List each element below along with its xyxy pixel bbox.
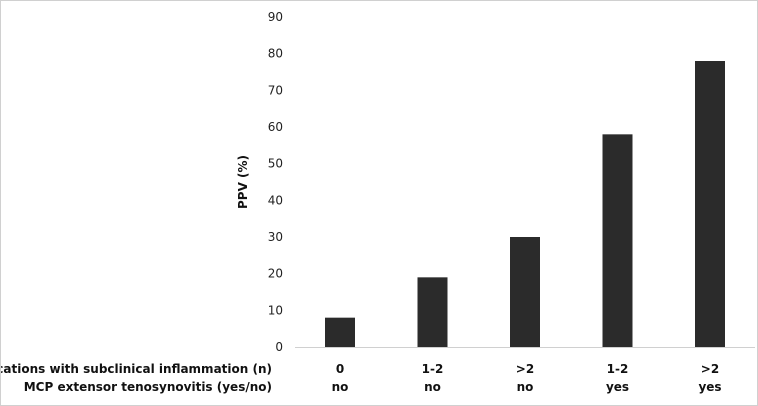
x-tick-label-row0-4: >2 bbox=[701, 362, 719, 376]
y-tick-label-30: 30 bbox=[268, 230, 283, 244]
y-axis-label: PPV (%) bbox=[236, 155, 250, 209]
x-tick-label-row0-1: 1-2 bbox=[422, 362, 444, 376]
y-tick-label-10: 10 bbox=[268, 303, 283, 317]
bar-2 bbox=[510, 237, 540, 347]
x-tick-label-row0-2: >2 bbox=[516, 362, 534, 376]
y-tick-label-40: 40 bbox=[268, 193, 283, 207]
category-row-label-1: MCP extensor tenosynovitis (yes/no) bbox=[24, 380, 272, 394]
y-tick-label-50: 50 bbox=[268, 157, 283, 171]
bar-4 bbox=[695, 61, 725, 347]
y-tick-label-0: 0 bbox=[275, 340, 283, 354]
x-tick-label-row1-2: no bbox=[517, 380, 534, 394]
y-tick-label-60: 60 bbox=[268, 120, 283, 134]
x-tick-label-row0-3: 1-2 bbox=[607, 362, 629, 376]
x-tick-label-row1-0: no bbox=[332, 380, 349, 394]
x-tick-label-row1-4: yes bbox=[698, 380, 721, 394]
label-layer: locations with subclinical inflammation … bbox=[1, 362, 722, 394]
bar-3 bbox=[602, 134, 633, 347]
y-tick-label-20: 20 bbox=[268, 267, 283, 281]
x-tick-label-row0-0: 0 bbox=[336, 362, 344, 376]
y-tick-label-70: 70 bbox=[268, 83, 283, 97]
bar-layer bbox=[325, 61, 725, 347]
y-tick-label-80: 80 bbox=[268, 47, 283, 61]
x-tick-label-row1-1: no bbox=[424, 380, 441, 394]
axis-layer: 0 10 20 30 40 50 60 70 80 90 PPV (%) bbox=[236, 10, 755, 354]
x-tick-label-row1-3: yes bbox=[606, 380, 629, 394]
y-tick-label-90: 90 bbox=[268, 10, 283, 24]
bar-0 bbox=[325, 317, 355, 347]
bar-1 bbox=[417, 277, 448, 347]
category-row-label-0: locations with subclinical inflammation … bbox=[1, 362, 272, 376]
